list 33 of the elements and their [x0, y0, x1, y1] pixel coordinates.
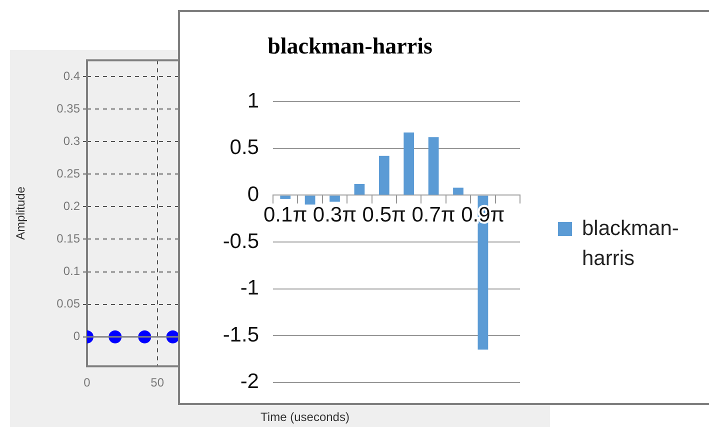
y-tick-label: 0.15	[56, 232, 80, 246]
bar	[280, 196, 291, 199]
y-tick-label: -0.5	[222, 230, 259, 253]
y-tick-label: 0.3	[63, 134, 80, 148]
x-tick-label: 0.3π	[312, 203, 357, 226]
y-tick-label: 0.05	[56, 296, 80, 311]
bar	[354, 184, 365, 195]
y-tick-label: 0.4	[63, 68, 80, 83]
y-axis-title: Amplitude	[14, 186, 28, 240]
y-tick-label: -1	[240, 276, 259, 300]
y-tick-label: 0.1	[63, 264, 80, 278]
y-tick-label: 0	[73, 329, 80, 344]
y-tick-label: -2	[240, 370, 259, 394]
bar	[304, 196, 316, 205]
y-tick-label: 0.5	[230, 136, 259, 160]
bar	[453, 188, 464, 195]
x-tick-label: 0.1π	[264, 203, 308, 226]
chart-title: blackman-harris	[268, 34, 432, 59]
x-tick-label: 0.5π	[362, 203, 406, 226]
y-tick-label: -1.5	[222, 323, 259, 346]
bar	[428, 137, 439, 195]
x-tick-label: 50	[150, 376, 164, 390]
y-tick-label: 0.2	[63, 199, 80, 213]
x-tick-label: 0.7π	[412, 203, 456, 226]
y-tick-label: 0.25	[56, 166, 80, 180]
legend-label: blackman-harris	[582, 216, 680, 272]
bar	[404, 132, 414, 195]
bar	[378, 156, 390, 195]
y-tick-label: 0.35	[56, 101, 80, 116]
y-tick-label: 0	[247, 182, 259, 206]
y-tick-label: 1	[247, 89, 259, 112]
bar	[330, 196, 340, 202]
x-axis-title: Time (useconds)	[260, 410, 350, 424]
